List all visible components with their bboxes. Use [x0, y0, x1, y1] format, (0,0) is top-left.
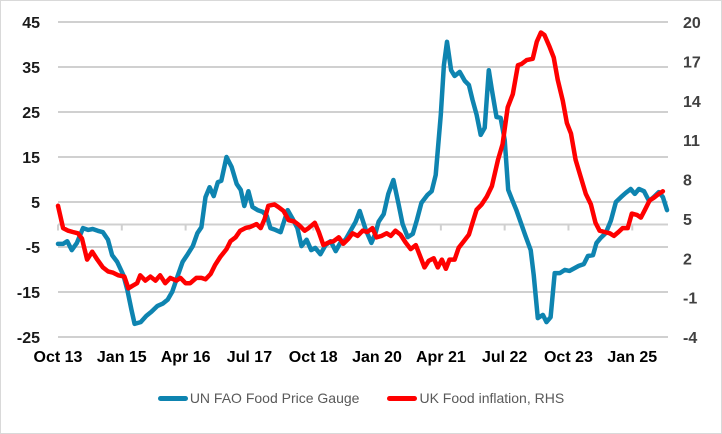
right-tick-label: 8 [683, 173, 692, 190]
x-tick-label: Oct 13 [34, 349, 83, 366]
legend-swatch-blue [157, 395, 188, 401]
x-tick-label: Jan 20 [352, 349, 402, 366]
left-tick-label: -15 [17, 285, 40, 302]
legend: UN FAO Food Price Gauge UK Food inflatio… [0, 390, 722, 406]
left-tick-label: 35 [22, 60, 40, 77]
left-tick-label: -5 [26, 240, 40, 257]
right-tick-label: 20 [683, 15, 701, 32]
x-tick-label: Apr 21 [416, 349, 466, 366]
series-line-un-fao [55, 39, 670, 327]
x-tick-label: Oct 18 [289, 349, 338, 366]
x-tick-label: Jul 17 [227, 349, 272, 366]
left-tick-label: 25 [22, 105, 40, 122]
left-axis-ticks: 45 35 25 15 5 -5 -15 -25 [17, 15, 40, 347]
legend-swatch-red [387, 395, 418, 401]
legend-label-fao: UN FAO Food Price Gauge [189, 390, 360, 406]
left-tick-label: 45 [22, 15, 40, 32]
right-tick-label: -4 [683, 330, 697, 347]
right-tick-label: 11 [683, 133, 700, 150]
x-tick-label: Jan 15 [97, 349, 147, 366]
series-line-uk-food-inflation [55, 30, 666, 291]
legend-item-fao: UN FAO Food Price Gauge [157, 390, 360, 406]
legend-item-uk: UK Food inflation, RHS [387, 390, 564, 406]
right-tick-label: 2 [683, 251, 692, 268]
right-tick-label: 14 [683, 94, 701, 111]
left-tick-label: -25 [17, 330, 40, 347]
left-tick-label: 5 [31, 195, 40, 212]
series-lines [55, 30, 670, 327]
right-tick-label: 5 [683, 212, 692, 229]
right-tick-label: 17 [683, 54, 701, 71]
gridlines [58, 21, 668, 338]
x-tick-label: Oct 23 [544, 349, 593, 366]
left-tick-label: 15 [22, 150, 40, 167]
right-axis-ticks: 20 17 14 11 8 5 2 -1 -4 [683, 15, 701, 347]
x-tick-label: Jan 25 [607, 349, 657, 366]
x-tick-label: Apr 16 [161, 349, 211, 366]
legend-label-uk: UK Food inflation, RHS [419, 390, 565, 406]
x-tick-label: Jul 22 [482, 349, 527, 366]
right-tick-label: -1 [683, 291, 697, 308]
